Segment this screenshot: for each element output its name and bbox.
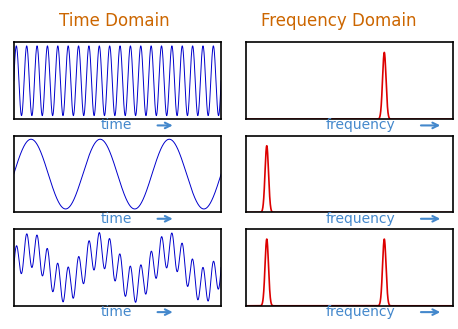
Text: Frequency Domain: Frequency Domain [261, 12, 417, 30]
Text: Time Domain: Time Domain [59, 12, 170, 30]
Text: frequency: frequency [326, 212, 395, 226]
Text: frequency: frequency [326, 118, 395, 133]
Text: frequency: frequency [326, 305, 395, 319]
Text: time: time [101, 305, 132, 319]
Text: time: time [101, 118, 132, 133]
Text: time: time [101, 212, 132, 226]
